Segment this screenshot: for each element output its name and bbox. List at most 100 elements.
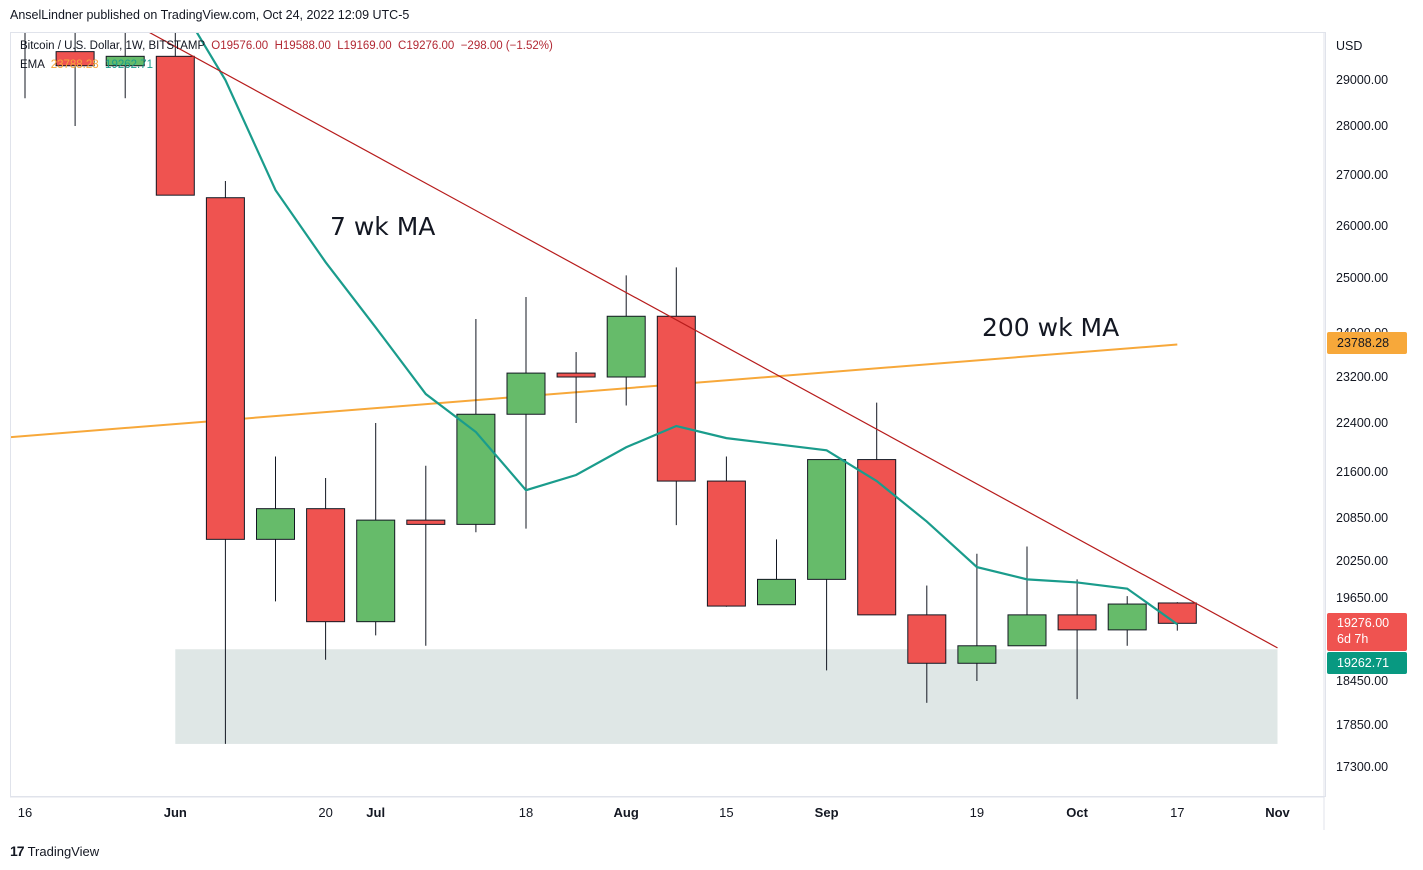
candle xyxy=(706,456,746,607)
symbol-name[interactable]: Bitcoin / U.S. Dollar, 1W, BITSTAMP xyxy=(20,40,205,52)
candle xyxy=(1107,596,1147,646)
candle-body-down xyxy=(306,508,346,623)
candle-body-up xyxy=(506,372,546,415)
ema-200-layer xyxy=(11,343,1178,439)
candle xyxy=(456,319,496,533)
price-tick-label: 17300.00 xyxy=(1336,760,1388,774)
price-tick-label: 29000.00 xyxy=(1336,73,1388,87)
ema-200-price-tag: 23788.28 xyxy=(1327,332,1407,354)
legend-change: −298.00 (−1.52%) xyxy=(460,40,553,52)
candle xyxy=(205,181,245,744)
candle xyxy=(356,423,396,636)
legend-ema: EMA 23788.28 19262.71 xyxy=(20,59,153,71)
price-tick-label: 20850.00 xyxy=(1336,511,1388,525)
legend-open: O19576.00 xyxy=(211,40,269,52)
candle xyxy=(556,352,596,423)
publisher-header: AnselLindner published on TradingView.co… xyxy=(10,8,410,22)
currency-label: USD xyxy=(1336,39,1362,53)
candle xyxy=(1007,546,1047,647)
legend-ohlc: Bitcoin / U.S. Dollar, 1W, BITSTAMP O195… xyxy=(20,40,553,52)
time-tick-label: Sep xyxy=(815,805,839,820)
ema-7-layer xyxy=(195,33,1178,626)
price-tick-label: 25000.00 xyxy=(1336,271,1388,285)
tradingview-logo[interactable]: 17 TradingView xyxy=(10,843,99,859)
candle xyxy=(1057,579,1097,700)
time-tick-label: 16 xyxy=(18,805,32,820)
ema-7-line xyxy=(195,33,1178,626)
tradingview-logo-icon: 17 xyxy=(10,843,25,859)
candle-body-up xyxy=(1107,603,1147,631)
price-tick-label: 18450.00 xyxy=(1336,674,1388,688)
candle xyxy=(957,553,997,681)
time-tick-label: 18 xyxy=(519,805,533,820)
candle xyxy=(907,585,947,703)
candle-body-down xyxy=(1157,602,1197,624)
time-tick-label: 19 xyxy=(970,805,984,820)
price-tick-label: 17850.00 xyxy=(1336,718,1388,732)
price-tick-label: 20250.00 xyxy=(1336,554,1388,568)
candle-body-down xyxy=(656,315,696,482)
price-tick-label: 27000.00 xyxy=(1336,168,1388,182)
candle xyxy=(857,402,897,616)
legend-ema-7: 19262.71 xyxy=(105,59,154,71)
candle-body-down xyxy=(857,459,897,616)
candle xyxy=(506,296,546,529)
candle-body-up xyxy=(807,459,847,580)
candles-layer xyxy=(24,33,1197,744)
candle xyxy=(807,459,847,671)
bar-countdown: 6d 7h xyxy=(1337,632,1369,646)
tradingview-brand: TradingView xyxy=(27,843,100,859)
candle-body-down xyxy=(556,372,596,378)
time-tick-label: Oct xyxy=(1066,805,1088,820)
candle xyxy=(155,33,195,196)
candle-body-up xyxy=(757,578,796,606)
candle xyxy=(1157,602,1197,631)
candle-body-down xyxy=(155,55,195,196)
candle-body-up xyxy=(105,55,145,67)
price-tick-label: 28000.00 xyxy=(1336,119,1388,133)
price-tick-label: 23200.00 xyxy=(1336,370,1388,384)
candle xyxy=(606,275,646,406)
candle-body-up xyxy=(957,645,997,664)
time-tick-label: 15 xyxy=(719,805,733,820)
candle xyxy=(656,267,696,526)
candle-body-down xyxy=(907,614,947,664)
candle-body-down xyxy=(1057,614,1097,631)
time-tick-label: Nov xyxy=(1265,805,1290,820)
legend-ema-200: 23788.28 xyxy=(50,59,99,71)
time-tick-label: Jun xyxy=(164,805,187,820)
candle xyxy=(406,465,446,646)
candle-body-up xyxy=(1007,614,1047,647)
candle xyxy=(757,539,796,606)
time-axis: 16 Jun 20 Jul 18 Aug 15 Sep 19 Oct 17 Nov xyxy=(10,796,1324,820)
ema-200-line xyxy=(11,343,1178,439)
last-price-tag: 19276.00 6d 7h xyxy=(1327,613,1407,651)
legend-low: L19169.00 xyxy=(337,40,392,52)
trendline-layer xyxy=(149,33,1278,649)
annotation-200wk: 200 wk MA xyxy=(982,313,1120,342)
candle-body-down xyxy=(55,51,95,67)
price-tick-label: 19650.00 xyxy=(1336,591,1388,605)
ema-7-price-tag: 19262.71 xyxy=(1327,652,1407,674)
time-tick-label: 17 xyxy=(1170,805,1184,820)
support-zone-layer xyxy=(175,649,1278,744)
candle-body-down xyxy=(706,480,746,607)
price-axis: USD 29000.00 28000.00 27000.00 26000.00 25000… xyxy=(1323,33,1388,830)
price-tick-label: 21600.00 xyxy=(1336,465,1388,479)
candle xyxy=(24,33,26,99)
legend-ema-label[interactable]: EMA xyxy=(20,59,45,71)
time-tick-label: Jul xyxy=(366,805,385,820)
candle-body-down xyxy=(406,519,446,525)
price-tick-label: 22400.00 xyxy=(1336,416,1388,430)
legend-high: H19588.00 xyxy=(274,40,331,52)
time-tick-label: 20 xyxy=(318,805,332,820)
candle-body-up xyxy=(356,519,396,623)
candle-body-up xyxy=(606,315,646,378)
support-zone xyxy=(175,649,1278,744)
annotation-7wk: 7 wk MA xyxy=(330,212,436,241)
candle xyxy=(256,456,295,602)
candle-body-up xyxy=(256,508,295,540)
time-tick-label: Aug xyxy=(614,805,639,820)
trendline xyxy=(149,33,1278,649)
